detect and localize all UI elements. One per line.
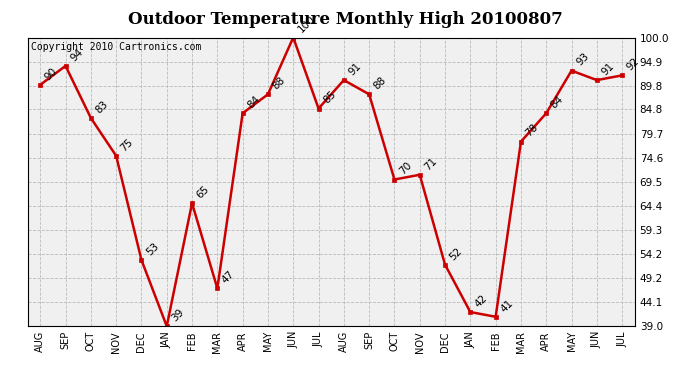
Text: 42: 42	[473, 293, 490, 309]
Text: 39: 39	[170, 307, 186, 324]
Text: 94: 94	[68, 46, 85, 63]
Text: 78: 78	[524, 122, 540, 139]
Text: 41: 41	[498, 298, 515, 314]
Text: 71: 71	[422, 156, 439, 172]
Text: 75: 75	[119, 136, 135, 153]
Text: 85: 85	[322, 89, 338, 106]
Text: 92: 92	[625, 56, 642, 73]
Text: Copyright 2010 Cartronics.com: Copyright 2010 Cartronics.com	[30, 42, 201, 52]
Text: 70: 70	[397, 160, 413, 177]
Text: 53: 53	[144, 241, 161, 257]
Text: 84: 84	[549, 94, 566, 111]
Text: 83: 83	[94, 99, 110, 115]
Text: Outdoor Temperature Monthly High 20100807: Outdoor Temperature Monthly High 2010080…	[128, 11, 562, 28]
Text: 93: 93	[574, 51, 591, 68]
Text: 65: 65	[195, 184, 211, 200]
Text: 90: 90	[43, 66, 59, 82]
Text: 91: 91	[600, 61, 616, 77]
Text: 47: 47	[220, 269, 237, 286]
Text: 52: 52	[448, 246, 464, 262]
Text: 100: 100	[296, 14, 317, 35]
Text: 91: 91	[346, 61, 363, 77]
Text: 88: 88	[372, 75, 388, 92]
Text: 84: 84	[246, 94, 262, 111]
Text: 88: 88	[270, 75, 287, 92]
